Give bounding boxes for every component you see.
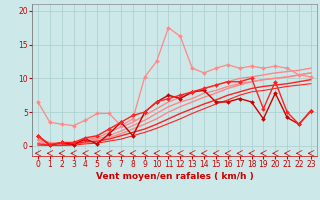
X-axis label: Vent moyen/en rafales ( km/h ): Vent moyen/en rafales ( km/h )	[96, 172, 253, 181]
